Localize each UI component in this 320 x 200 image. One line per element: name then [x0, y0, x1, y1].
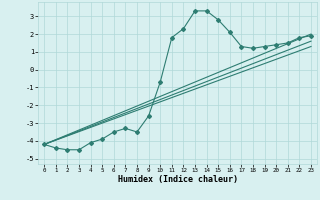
X-axis label: Humidex (Indice chaleur): Humidex (Indice chaleur) — [118, 175, 238, 184]
